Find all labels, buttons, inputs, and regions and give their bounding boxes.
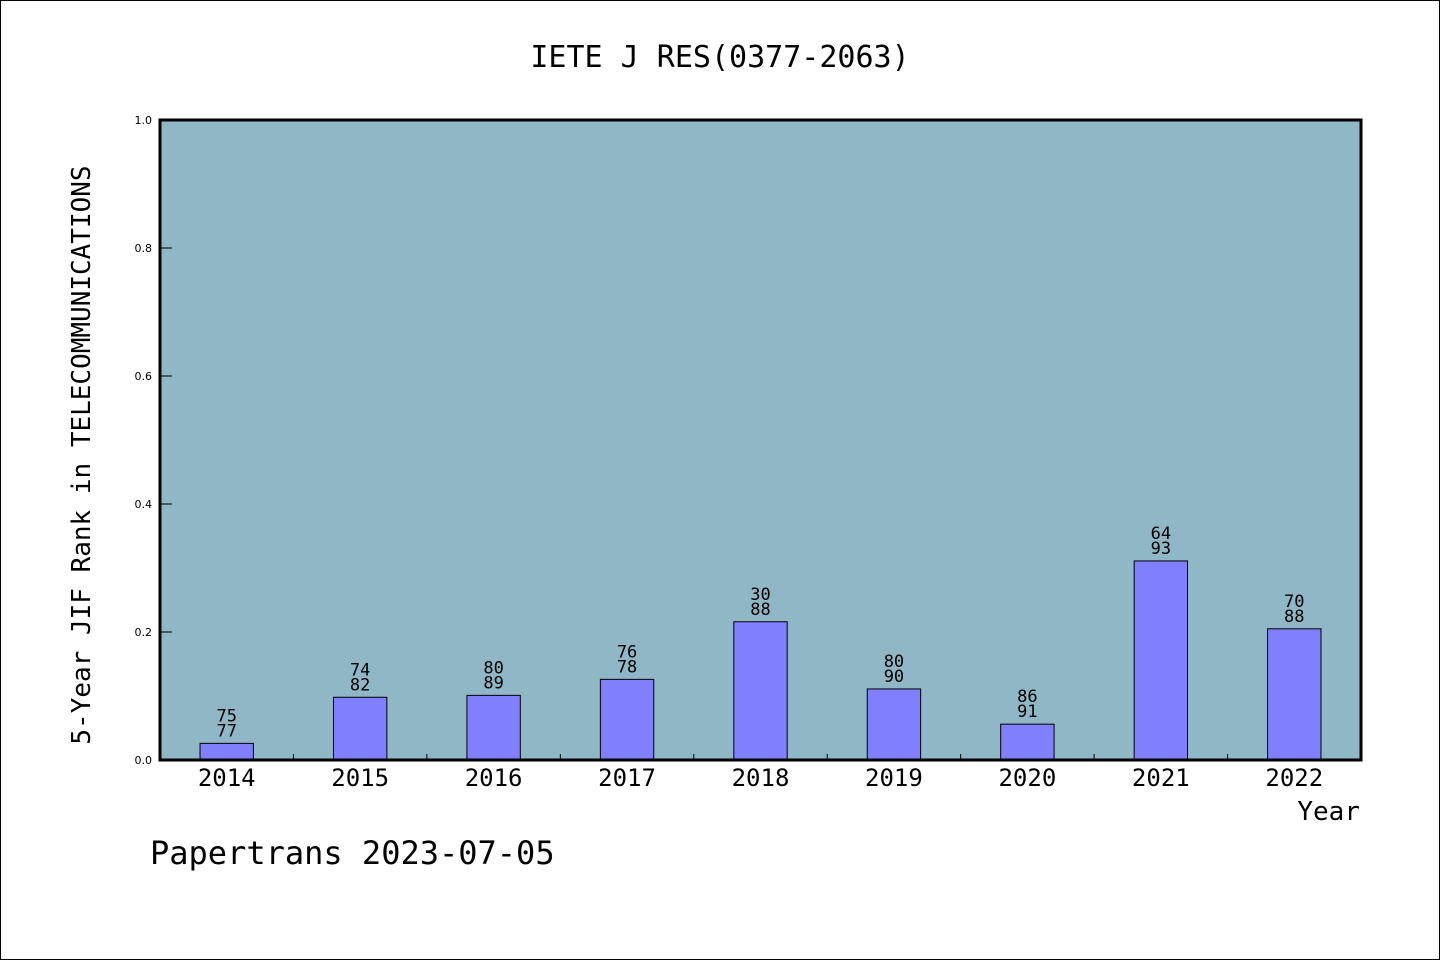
x-tick-labels: 2014 2015 2016 2017 2018 2019 2020 2021 2022 bbox=[198, 764, 1323, 792]
y-tick-label: 0.6 bbox=[135, 370, 153, 383]
x-tick-label: 2017 bbox=[598, 764, 656, 792]
data-label-total: 88 bbox=[1284, 607, 1304, 627]
bar-2015 bbox=[332, 696, 388, 761]
bar-2020 bbox=[1000, 723, 1055, 761]
x-tick-label: 2014 bbox=[198, 764, 256, 792]
x-tick-label: 2022 bbox=[1265, 764, 1323, 792]
data-label-rank: 64 bbox=[1151, 524, 1171, 544]
data-label-rank: 80 bbox=[884, 652, 904, 672]
data-label-rank: 70 bbox=[1284, 592, 1304, 612]
x-tick-label: 2018 bbox=[732, 764, 790, 792]
bar-2016 bbox=[466, 694, 521, 761]
y-tick-label: 0.2 bbox=[135, 626, 153, 639]
x-tick-label: 2019 bbox=[865, 764, 923, 792]
bar-2022 bbox=[1267, 628, 1322, 761]
data-label-rank: 75 bbox=[216, 706, 236, 726]
data-label-rank: 30 bbox=[750, 585, 770, 605]
chart-title: IETE J RES(0377-2063) bbox=[530, 40, 909, 75]
data-label-total: 93 bbox=[1151, 539, 1171, 559]
x-tick-label: 2021 bbox=[1132, 764, 1190, 792]
x-axis-label: Year bbox=[1297, 797, 1360, 827]
data-label-total: 91 bbox=[1017, 702, 1037, 722]
data-label-total: 82 bbox=[350, 675, 370, 695]
data-label-rank: 76 bbox=[617, 642, 637, 662]
data-label-total: 78 bbox=[617, 657, 637, 677]
bar-2014 bbox=[199, 742, 254, 761]
y-tick-label: 0.8 bbox=[135, 242, 153, 255]
y-tick-label: 0.0 bbox=[135, 754, 153, 767]
bar-2021 bbox=[1133, 560, 1189, 761]
data-label-total: 90 bbox=[884, 667, 904, 687]
footer-text: Papertrans 2023-07-05 bbox=[150, 834, 555, 872]
y-tick-label: 0.4 bbox=[135, 498, 153, 511]
bar-2019 bbox=[866, 688, 922, 761]
x-tick-label: 2020 bbox=[998, 764, 1056, 792]
plot-border bbox=[158, 118, 1363, 762]
data-label-total: 88 bbox=[750, 600, 770, 620]
data-label-total: 89 bbox=[483, 673, 503, 693]
x-tick-label: 2016 bbox=[465, 764, 523, 792]
x-tick-label: 2015 bbox=[331, 764, 389, 792]
data-label-rank: 74 bbox=[350, 660, 370, 680]
y-tick-label: 1.0 bbox=[135, 114, 153, 127]
data-label-total: 77 bbox=[216, 721, 236, 741]
data-label-rank: 86 bbox=[1017, 687, 1037, 707]
y-axis-label: 5-Year JIF Rank in TELECOMMUNICATIONS bbox=[67, 165, 97, 744]
bar-2018 bbox=[733, 621, 788, 761]
data-label-rank: 80 bbox=[483, 658, 503, 678]
y-ticks: 0.0 0.2 0.4 0.6 0.8 1.0 bbox=[135, 114, 172, 767]
bar-2017 bbox=[599, 678, 655, 761]
